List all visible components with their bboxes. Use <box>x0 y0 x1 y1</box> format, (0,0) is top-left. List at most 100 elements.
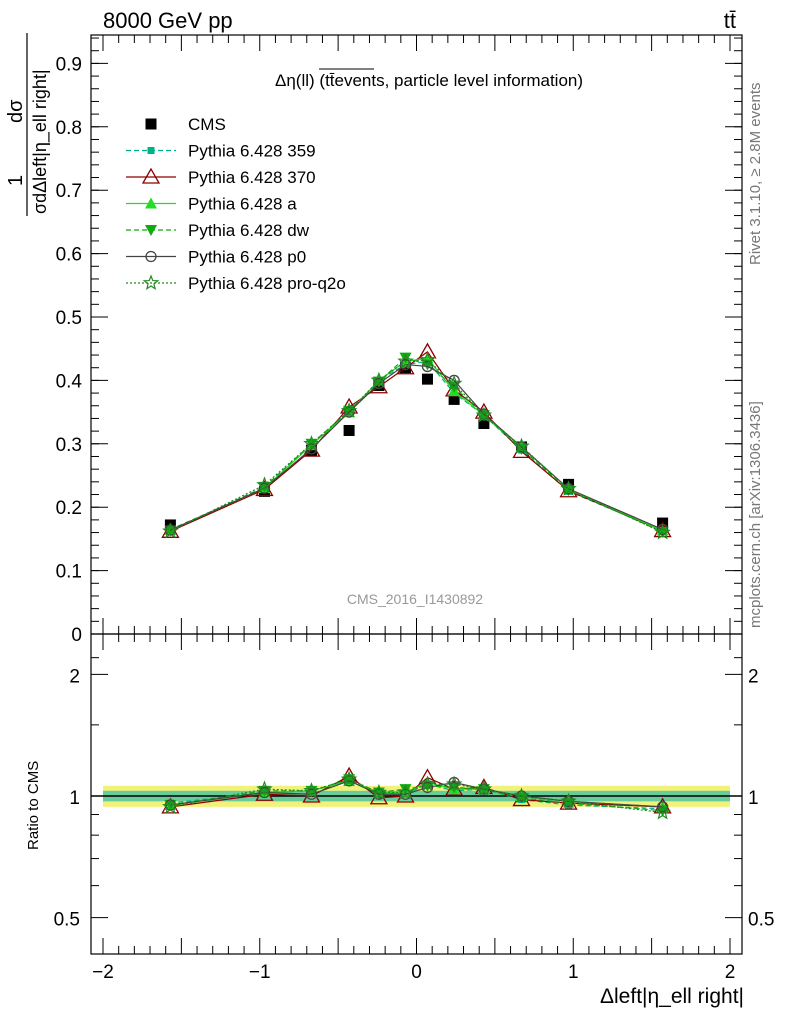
data-point <box>513 437 530 454</box>
y-label-denominator: σdΔleft|η_ell right| <box>30 69 51 214</box>
x-tick-label: 0 <box>411 962 422 983</box>
legend-marker <box>145 250 157 263</box>
data-point <box>370 371 388 388</box>
data-point <box>562 483 575 495</box>
legend-marker <box>147 147 155 154</box>
analysis-watermark: CMS_2016_I1430892 <box>347 591 483 607</box>
ratio-axes: 0.5 0.5 1 1 2 2 −2 −1 0 1 2 <box>54 634 774 983</box>
energy-label: 8000 GeV pp <box>103 8 233 33</box>
ratio-series-group <box>161 766 672 820</box>
ratio-y-tick-label: 0.5 <box>54 910 80 931</box>
ratio-y-tick-label-right: 0.5 <box>748 910 774 931</box>
ratio-point <box>370 783 388 800</box>
x-axis-label: Δleft|η_ell right| <box>600 985 744 1008</box>
y-tick-label: 0.9 <box>56 54 82 75</box>
ratio-line <box>170 778 663 812</box>
series-pythia-6-428-a <box>164 352 669 536</box>
data-point <box>256 476 273 493</box>
series-line <box>170 360 663 532</box>
y-tick-label: 0.8 <box>56 118 82 139</box>
legend: CMS Pythia 6.428 359 Pythia 6.428 370 Pythi… <box>126 115 346 293</box>
legend-marker <box>142 274 160 291</box>
legend-entry: Pythia 6.428 359 <box>126 142 316 161</box>
ratio-series-pythia-6-428-pro-q2o <box>162 770 671 820</box>
legend-entry: CMS <box>145 115 226 134</box>
y-tick-label: 0.5 <box>56 308 82 329</box>
x-tick-label: 1 <box>568 962 579 983</box>
data-point <box>399 352 412 364</box>
legend-label: Pythia 6.428 359 <box>188 142 316 161</box>
data-point <box>258 482 271 494</box>
ratio-y-label: Ratio to CMS <box>25 761 42 850</box>
data-point <box>343 424 355 436</box>
main-y-axis-label: 1 dσ σdΔleft|η_ell right| <box>5 33 51 216</box>
data-point <box>475 406 493 423</box>
series-line <box>170 351 663 532</box>
y-tick-label: 0.7 <box>56 181 82 202</box>
ratio-y-tick-label-right: 2 <box>748 666 759 687</box>
data-point <box>421 373 433 385</box>
ratio-y-tick-label: 1 <box>69 788 80 809</box>
ratio-point <box>303 782 320 798</box>
series-line <box>170 356 663 533</box>
series-line <box>170 357 663 532</box>
data-point <box>373 377 385 390</box>
ratio-point <box>421 781 434 794</box>
data-point <box>421 360 434 373</box>
ratio-point <box>256 780 273 797</box>
ratio-point <box>162 798 179 814</box>
data-point <box>448 393 460 405</box>
series-line <box>170 363 663 531</box>
legend-label: CMS <box>188 115 226 134</box>
data-point <box>397 352 414 369</box>
ratio-line <box>170 778 663 814</box>
ratio-point <box>399 788 412 800</box>
legend-label: Pythia 6.428 a <box>188 195 297 214</box>
data-point <box>162 522 179 539</box>
y-tick-label: 0.4 <box>56 371 83 392</box>
legend-marker <box>145 197 157 209</box>
legend-label: Pythia 6.428 370 <box>188 168 316 187</box>
process-label: tt̄ <box>724 8 736 33</box>
series-line <box>170 359 663 534</box>
ratio-point <box>340 770 358 787</box>
ratio-point <box>513 787 530 804</box>
y-tick-label: 0.2 <box>56 498 82 519</box>
legend-marker <box>145 118 157 130</box>
y-label-one: 1 <box>5 175 27 186</box>
legend-label: Pythia 6.428 dw <box>188 221 310 240</box>
ratio-y-tick-label: 2 <box>69 666 80 687</box>
series-pythia-6-428-pro-q2o <box>162 351 671 540</box>
ratio-point <box>397 783 414 800</box>
ratio-point <box>560 792 577 809</box>
ratio-line <box>170 780 663 810</box>
main-axes: 0 0.1 0.2 0.3 0.4 0.5 0.6 0.7 0.8 0.9 <box>56 35 742 646</box>
ratio-point <box>478 783 490 795</box>
ratio-line <box>170 780 663 808</box>
data-point <box>303 435 320 451</box>
ratio-point <box>654 803 671 820</box>
y-tick-label: 0.1 <box>56 562 82 583</box>
series-pythia-6-428-dw <box>164 352 669 538</box>
y-tick-label: 0.3 <box>56 435 82 456</box>
ratio-point <box>258 786 271 799</box>
ratio-point <box>656 801 669 813</box>
ratio-y-tick-label-right: 1 <box>748 788 759 809</box>
y-tick-label: 0 <box>71 625 82 646</box>
data-point <box>560 480 577 496</box>
legend-entry: Pythia 6.428 370 <box>126 167 316 187</box>
y-label-numerator: dσ <box>5 99 27 123</box>
legend-marker <box>145 225 157 236</box>
legend-entry: Pythia 6.428 dw <box>126 221 310 240</box>
main-series-group <box>161 342 672 540</box>
data-point <box>343 406 355 418</box>
legend-marker <box>141 167 161 184</box>
series-pythia-6-428-370 <box>161 342 672 538</box>
x-tick-label: 2 <box>725 962 736 983</box>
series-cms <box>164 362 669 531</box>
legend-entry: Pythia 6.428 p0 <box>126 248 306 267</box>
ratio-point <box>373 788 385 800</box>
data-point <box>478 418 490 430</box>
series-pythia-6-428-359 <box>166 357 667 535</box>
